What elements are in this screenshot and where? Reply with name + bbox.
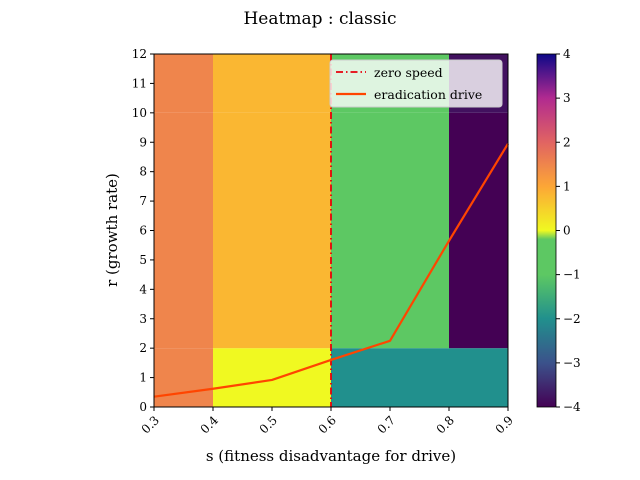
x-tick-label: 0.4	[198, 413, 222, 437]
heatmap-cell	[449, 112, 508, 231]
y-tick-label: 11	[132, 76, 147, 90]
x-axis-label: s (fitness disadvantage for drive)	[206, 447, 456, 465]
y-tick-label: 0	[139, 400, 147, 414]
legend-eradication-label: eradication drive	[374, 87, 482, 102]
heatmap-cell	[331, 112, 449, 231]
y-tick-label: 1	[139, 371, 147, 385]
colorbar-tick-label: −2	[563, 312, 581, 326]
y-tick-label: 3	[139, 312, 147, 326]
x-tick-label: 0.6	[316, 413, 339, 436]
heatmap-cell	[213, 112, 331, 231]
colorbar-tick-label: 4	[563, 47, 571, 61]
x-tick-label: 0.7	[375, 413, 398, 436]
legend-box	[329, 59, 503, 108]
heatmap-cell	[154, 348, 213, 407]
heatmap-cell	[213, 230, 331, 349]
y-tick-label: 5	[139, 253, 147, 267]
heatmap-cell	[154, 112, 213, 231]
chart-title: Heatmap : classic	[243, 9, 396, 29]
heatmap-cell	[154, 230, 213, 349]
heatmap-cell	[154, 54, 213, 113]
colorbar-tick-label: −3	[563, 356, 581, 370]
y-tick-label: 2	[139, 341, 147, 355]
colorbar-tick-label: −4	[563, 400, 581, 414]
x-tick-label: 0.5	[257, 413, 280, 436]
y-axis-label: r (growth rate)	[103, 173, 121, 287]
colorbar-ticks: −4 −3 −2 −1 0 1 2 3 4	[556, 47, 581, 414]
x-tick-label: 0.3	[139, 413, 162, 436]
heatmap-cell	[331, 348, 449, 407]
heatmap-cell	[449, 230, 508, 349]
heatmap-cell	[213, 348, 331, 407]
y-tick-label: 6	[139, 224, 147, 238]
legend-zero-speed-label: zero speed	[374, 65, 443, 80]
legend: zero speed eradication drive	[329, 59, 503, 108]
colorbar-tick-label: 3	[563, 91, 571, 105]
y-tick-label: 7	[139, 194, 147, 208]
y-tick-label: 10	[132, 106, 147, 120]
colorbar-tick-label: 0	[563, 224, 571, 238]
heatmap-cells	[154, 54, 508, 407]
x-axis: 0.3 0.4 0.5 0.6 0.7 0.8 0.9	[139, 407, 516, 437]
heatmap-cell	[213, 54, 331, 113]
heatmap-cell	[331, 230, 449, 349]
x-tick-label: 0.9	[493, 413, 516, 436]
y-tick-label: 4	[139, 282, 147, 296]
heatmap-cell	[449, 348, 508, 407]
colorbar-tick-label: 1	[563, 179, 571, 193]
colorbar: −4 −3 −2 −1 0 1 2 3 4	[536, 47, 581, 414]
colorbar-tick-label: −1	[563, 268, 581, 282]
colorbar-tick-label: 2	[563, 135, 571, 149]
y-tick-label: 9	[139, 135, 147, 149]
y-tick-label: 12	[132, 47, 147, 61]
colorbar-gradient	[536, 53, 557, 408]
eradication-drive-line	[153, 143, 509, 398]
x-tick-label: 0.8	[434, 413, 457, 436]
y-tick-label: 8	[139, 165, 147, 179]
eradication-drive-series	[153, 143, 509, 398]
